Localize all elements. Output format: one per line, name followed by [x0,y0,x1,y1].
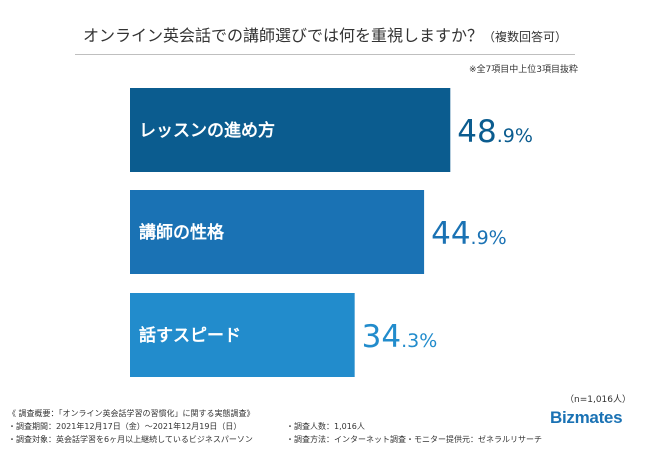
survey-period: ・調査期間：2021年12月17日（金）〜2021年12月19日（日） [8,422,242,431]
bar-label-1: レッスンの進め方 [139,120,275,141]
title-paren: （複数回答可） [483,30,568,44]
bar-3 [130,293,355,377]
bizmates-logo: Bizmates [550,408,623,427]
value-label-1: 48.9% [457,114,533,150]
survey-target: ・調査対象：英会話学習を6ヶ月以上継続しているビジネスパーソン [8,435,253,444]
bar-2 [130,190,425,274]
title-text: オンライン英会話での講師選びでは何を重視しますか？ [82,26,483,45]
survey-heading: 《 調査概要：「オンライン英会話学習の習慣化」に関する実態調査》 [8,409,255,418]
survey-count: ・調査人数：1,016人 [286,422,365,431]
survey-method: ・調査方法：インターネット調査 [286,435,406,444]
value-label-2: 44.9% [431,216,507,252]
excerpt-note: ※全7項目中上位3項目抜粋 [469,65,578,75]
bar-label-2: 講師の性格 [139,222,225,243]
bar-1 [130,88,451,172]
sample-size: （n=1,016人） [564,395,631,405]
bar-label-3: 話すスピード [139,325,241,346]
survey-provider: ・モニター提供元：ゼネラルリサーチ [406,435,542,444]
value-label-3: 34.3% [362,319,438,355]
title-divider [75,54,575,55]
chart-title: オンライン英会話での講師選びでは何を重視しますか？（複数回答可） [0,22,650,46]
